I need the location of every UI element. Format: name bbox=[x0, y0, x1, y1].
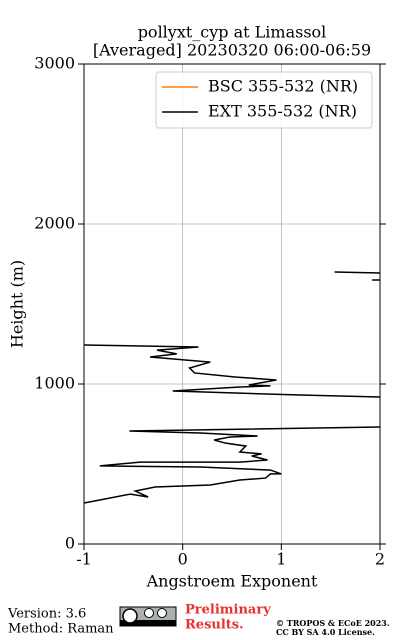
plot-frame bbox=[83, 63, 381, 545]
x-tick-label: 2 bbox=[375, 550, 385, 569]
legend-box bbox=[155, 71, 373, 129]
x-tick-label: -1 bbox=[76, 550, 92, 569]
legend-label: EXT 355-532 (NR) bbox=[208, 102, 357, 121]
legend-label: BSC 355-532 (NR) bbox=[208, 77, 358, 96]
y-axis-label: Height (m) bbox=[8, 260, 27, 348]
x-axis-label: Angstroem Exponent bbox=[146, 572, 318, 591]
y-tick-label: 3000 bbox=[34, 54, 75, 73]
copyright: CC BY SA 4.0 License. bbox=[276, 627, 375, 637]
profile-line bbox=[84, 271, 380, 504]
y-tick-label: 1000 bbox=[34, 374, 75, 393]
chart-subtitle: [Averaged] 20230320 06:00-06:59 bbox=[93, 41, 371, 60]
version: Version: 3.6 bbox=[7, 607, 86, 622]
copyright: © TROPOS & ECoE 2023. bbox=[276, 618, 390, 628]
chart-title: pollyxt_cyp at Limassol bbox=[138, 23, 327, 42]
x-tick-label: 1 bbox=[276, 550, 286, 569]
x-tick-label: 0 bbox=[178, 550, 188, 569]
method: Method: Raman bbox=[8, 622, 114, 637]
preliminary: Preliminary bbox=[185, 603, 271, 618]
preliminary: Results. bbox=[185, 618, 244, 633]
cc-logo bbox=[119, 606, 177, 627]
y-tick-label: 0 bbox=[65, 534, 75, 553]
y-tick-label: 2000 bbox=[34, 214, 75, 233]
